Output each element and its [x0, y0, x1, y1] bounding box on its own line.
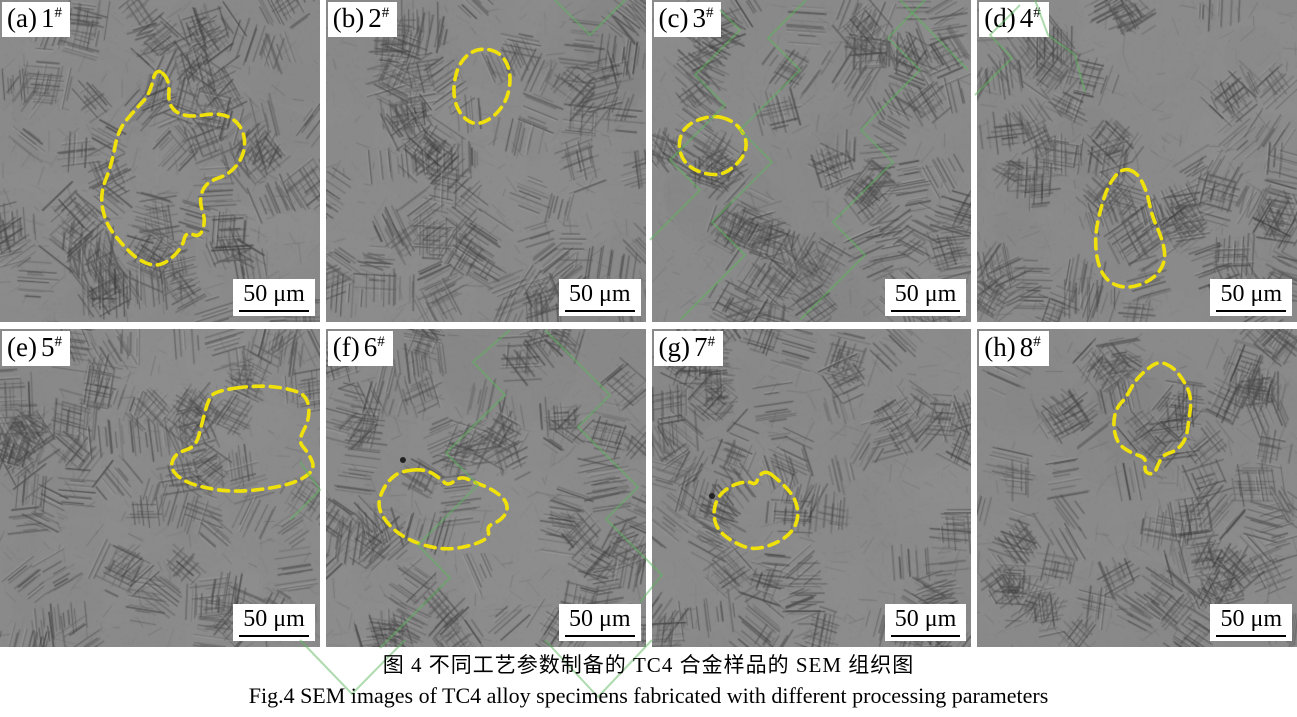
- sem-panel-e: (e) 5# 50 μm: [0, 329, 320, 647]
- grain-outline-h: [1112, 361, 1193, 476]
- sem-panel-h: (h) 8# 50 μm: [977, 329, 1297, 647]
- sem-micrograph-b: [325, 0, 646, 322]
- panel-letter: (g): [658, 332, 690, 362]
- scale-bar-label: 50 μm: [1216, 606, 1286, 637]
- scale-bar-d: 50 μm: [1210, 279, 1292, 316]
- scale-bar-label: 50 μm: [890, 606, 961, 637]
- scale-bar-c: 50 μm: [884, 279, 967, 316]
- panel-label-b: (b) 2#: [327, 2, 398, 37]
- sample-number-marker: #: [707, 334, 715, 350]
- panel-letter: (h): [984, 332, 1016, 362]
- sem-panel-b: (b) 2# 50 μm: [325, 0, 646, 322]
- sample-number: 3: [692, 3, 706, 33]
- sample-number: 7: [693, 332, 708, 362]
- sem-micrograph-d: [977, 0, 1297, 322]
- panel-letter: (a): [7, 3, 37, 33]
- caption-chinese: 图 4 不同工艺参数制备的 TC4 合金样品的 SEM 组织图: [382, 653, 915, 677]
- sample-number-marker: #: [377, 334, 385, 350]
- grain-outline-overlay-f: [377, 457, 509, 551]
- scale-bar-f: 50 μm: [558, 604, 641, 641]
- grain-outline-overlay-c: [677, 114, 748, 177]
- sem-panel-a: (a) 1# 50 μm: [0, 0, 320, 322]
- scale-bar-g: 50 μm: [884, 604, 967, 641]
- grain-outline-overlay-b: [451, 47, 512, 126]
- grain-outline-b: [451, 47, 512, 126]
- grain-outline-c: [677, 114, 748, 177]
- sample-number-marker: #: [1033, 5, 1041, 21]
- sample-number-marker: #: [705, 5, 714, 21]
- sample-number-marker: #: [54, 334, 62, 350]
- scale-bar-label: 50 μm: [564, 606, 635, 637]
- sample-number: 5: [40, 332, 55, 362]
- grain-outline-overlay-d: [1094, 167, 1167, 289]
- pore-dot-g: [708, 493, 715, 499]
- scale-bar-label: 50 μm: [239, 606, 309, 637]
- sem-panel-c: (c) 3# 50 μm: [651, 0, 972, 322]
- sample-number-marker: #: [381, 5, 390, 21]
- scale-bar-label: 50 μm: [890, 281, 961, 312]
- caption-english: Fig.4 SEM images of TC4 alloy specimens …: [248, 683, 1049, 708]
- scale-bar-label: 50 μm: [564, 281, 635, 312]
- grain-outline-f: [377, 468, 509, 551]
- scale-bar-b: 50 μm: [558, 279, 641, 316]
- sem-panel-g: (g) 7# 50 μm: [651, 329, 972, 647]
- panel-label-g: (g) 7#: [653, 331, 723, 366]
- panel-letter: (e): [7, 332, 37, 362]
- panel-label-f: (f) 6#: [327, 331, 393, 366]
- scale-bar-a: 50 μm: [233, 279, 315, 316]
- scale-bar-e: 50 μm: [233, 604, 315, 641]
- sem-panel-grid: (a) 1# 50 μm (b) 2# 50 μm (c) 3# 50 μm (d) 4# 50 μm…: [0, 0, 1297, 647]
- grain-outline-overlay-g: [708, 470, 800, 551]
- sample-number-marker: #: [54, 5, 62, 21]
- sample-number: 2: [368, 3, 382, 33]
- grain-outline-g: [711, 470, 800, 551]
- grain-outline-e: [169, 384, 315, 493]
- panel-letter: (b): [332, 3, 365, 33]
- panel-label-a: (a) 1#: [2, 2, 70, 37]
- panel-label-d: (d) 4#: [979, 2, 1049, 37]
- panel-letter: (c): [658, 3, 689, 33]
- sem-micrograph-g: [651, 329, 972, 647]
- grain-outline-overlay-e: [169, 384, 315, 493]
- sem-micrograph-e: [0, 329, 320, 647]
- sample-number: 1: [40, 3, 55, 33]
- panel-letter: (f): [332, 332, 360, 362]
- sample-number: 8: [1019, 332, 1034, 362]
- sample-number: 4: [1019, 3, 1034, 33]
- sem-micrograph-h: [977, 329, 1297, 647]
- panel-label-h: (h) 8#: [979, 331, 1049, 366]
- sem-panel-d: (d) 4# 50 μm: [977, 0, 1297, 322]
- pore-dot-f: [399, 457, 406, 463]
- panel-label-e: (e) 5#: [2, 331, 70, 366]
- scale-bar-label: 50 μm: [239, 281, 309, 312]
- sample-number-marker: #: [1033, 334, 1041, 350]
- grain-outline-a: [99, 69, 247, 267]
- grain-outline-overlay-h: [1112, 361, 1193, 476]
- panel-label-c: (c) 3#: [653, 2, 722, 37]
- figure-caption: 图 4 不同工艺参数制备的 TC4 合金样品的 SEM 组织图 Fig.4 SE…: [0, 650, 1297, 710]
- panel-letter: (d): [984, 3, 1016, 33]
- sem-micrograph-a: [0, 0, 320, 322]
- sem-panel-f: (f) 6# 50 μm: [325, 329, 646, 647]
- grain-outline-overlay-a: [99, 69, 247, 267]
- grain-outline-d: [1094, 167, 1167, 289]
- scale-bar-label: 50 μm: [1216, 281, 1286, 312]
- scale-bar-h: 50 μm: [1210, 604, 1292, 641]
- sample-number: 6: [363, 332, 378, 362]
